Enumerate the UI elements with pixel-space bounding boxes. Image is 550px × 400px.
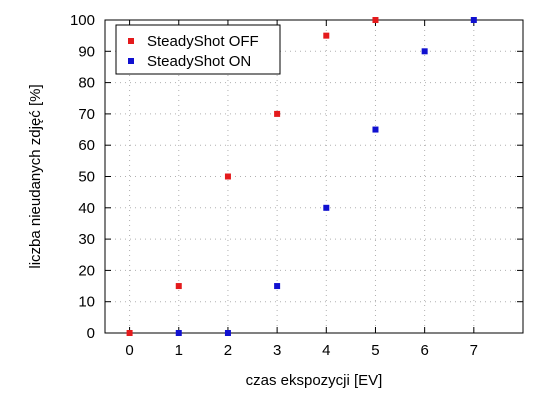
y-axis-label: liczba nieudanych zdjęć [%] <box>27 84 44 268</box>
data-point-series-0 <box>372 17 379 23</box>
data-point-series-1 <box>421 48 428 55</box>
x-tick-label: 4 <box>322 342 330 359</box>
data-point-series-1 <box>175 330 182 336</box>
data-point-series-0 <box>224 173 231 180</box>
x-tick-label: 2 <box>224 342 232 359</box>
y-tick-label: 20 <box>78 262 95 279</box>
y-tick-label: 30 <box>78 231 95 248</box>
x-tick-label: 6 <box>420 342 428 359</box>
y-tick-label: 10 <box>78 294 95 311</box>
data-point-series-1 <box>224 330 231 336</box>
legend-marker <box>128 58 134 64</box>
y-tick-label: 0 <box>87 325 95 342</box>
y-tick-label: 90 <box>78 43 95 60</box>
legend-marker <box>128 38 134 44</box>
legend-entry-label: SteadyShot OFF <box>147 33 259 50</box>
plot-frame <box>104 19 524 334</box>
y-tick-label: 80 <box>78 75 95 92</box>
legend-box <box>115 24 281 75</box>
legend-entry-label: SteadyShot ON <box>147 53 251 70</box>
data-points <box>126 17 477 336</box>
x-tick-label: 7 <box>470 342 478 359</box>
data-point-series-0 <box>175 283 182 290</box>
legend: SteadyShot OFF SteadyShot ON <box>115 24 281 75</box>
data-point-series-1 <box>470 17 477 23</box>
x-axis-label: czas ekspozycji [EV] <box>246 372 383 389</box>
y-tick-label: 100 <box>70 12 95 29</box>
data-point-series-1 <box>274 283 281 290</box>
data-point-series-0 <box>126 330 133 336</box>
y-tick-label: 50 <box>78 169 95 186</box>
x-tick-label: 1 <box>175 342 183 359</box>
y-tick-label: 70 <box>78 106 95 123</box>
grid <box>105 19 523 334</box>
y-tick-label: 60 <box>78 137 95 154</box>
y-tick-label: 40 <box>78 200 95 217</box>
data-point-series-1 <box>372 126 379 133</box>
x-tick-label: 5 <box>371 342 379 359</box>
data-point-series-1 <box>323 204 330 211</box>
data-point-series-0 <box>274 110 281 117</box>
x-tick-label: 3 <box>273 342 281 359</box>
data-point-series-0 <box>323 32 330 39</box>
x-tick-label: 0 <box>125 342 133 359</box>
